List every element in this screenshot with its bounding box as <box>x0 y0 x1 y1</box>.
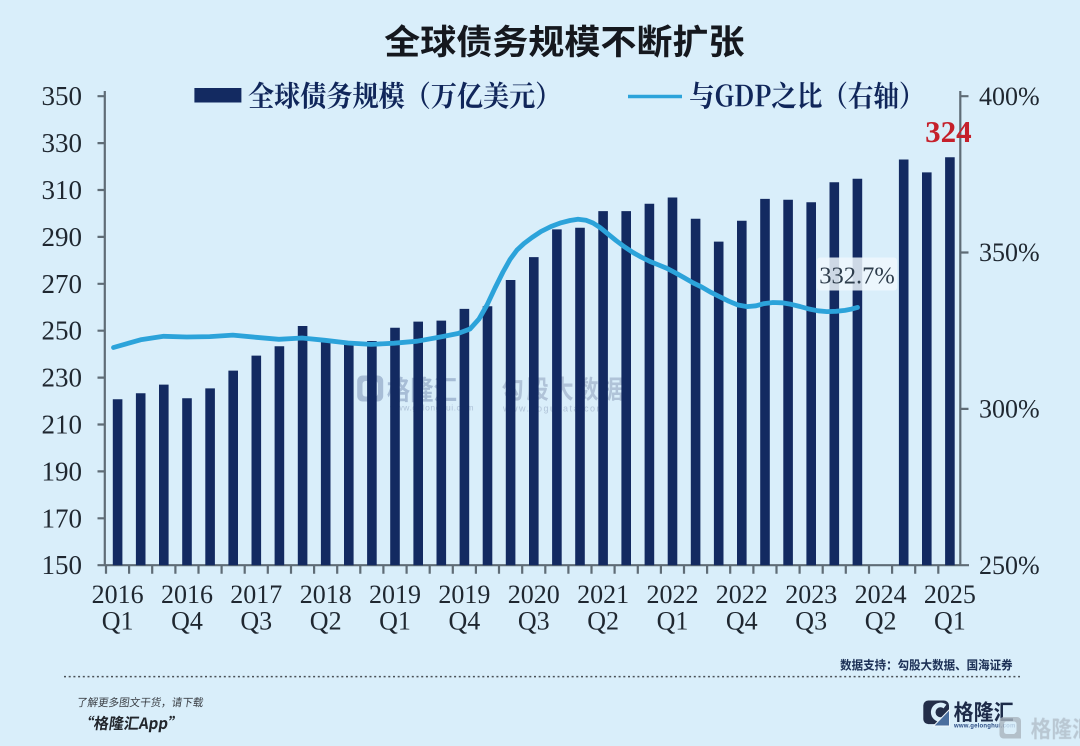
svg-text:Q2: Q2 <box>587 607 619 636</box>
svg-text:2016: 2016 <box>161 580 213 609</box>
svg-text:Q2: Q2 <box>865 607 897 636</box>
svg-text:Q3: Q3 <box>795 607 827 636</box>
svg-text:270: 270 <box>42 269 83 299</box>
svg-text:2020: 2020 <box>508 580 560 609</box>
svg-text:170: 170 <box>42 503 83 533</box>
svg-text:210: 210 <box>42 410 83 440</box>
svg-text:2018: 2018 <box>300 580 352 609</box>
svg-text:Q1: Q1 <box>934 607 966 636</box>
svg-text:Q1: Q1 <box>102 607 134 636</box>
svg-text:2022: 2022 <box>647 580 699 609</box>
svg-text:www.gelonghui.com: www.gelonghui.com <box>953 724 1016 730</box>
svg-text:332.7%: 332.7% <box>819 263 895 290</box>
svg-text:290: 290 <box>42 222 83 252</box>
svg-text:330: 330 <box>42 128 83 158</box>
svg-text:Q2: Q2 <box>310 607 342 636</box>
svg-text:300%: 300% <box>979 395 1040 424</box>
svg-text:324: 324 <box>925 114 972 149</box>
svg-text:350: 350 <box>42 81 83 111</box>
svg-text:Q3: Q3 <box>518 607 550 636</box>
svg-text:2016: 2016 <box>92 580 144 609</box>
svg-text:250: 250 <box>42 316 83 346</box>
svg-text:350%: 350% <box>979 238 1040 267</box>
svg-text:www.gelonghui.com: www.gelonghui.com <box>389 403 474 413</box>
svg-text:2024: 2024 <box>855 580 907 609</box>
svg-text:400%: 400% <box>979 82 1040 111</box>
svg-text:2021: 2021 <box>577 580 629 609</box>
svg-text:2019: 2019 <box>369 580 421 609</box>
svg-text:Q4: Q4 <box>726 607 758 636</box>
svg-text:310: 310 <box>42 175 83 205</box>
svg-text:Q4: Q4 <box>171 607 203 636</box>
svg-text:Q1: Q1 <box>379 607 411 636</box>
svg-text:250%: 250% <box>979 551 1040 580</box>
svg-text:2025: 2025 <box>924 580 976 609</box>
svg-text:2019: 2019 <box>438 580 490 609</box>
svg-text:150: 150 <box>42 550 83 580</box>
svg-text:Q4: Q4 <box>449 607 481 636</box>
svg-text:Q3: Q3 <box>240 607 272 636</box>
svg-text:2023: 2023 <box>785 580 837 609</box>
svg-text:190: 190 <box>42 456 83 486</box>
svg-text:2017: 2017 <box>230 580 282 609</box>
svg-text:Q1: Q1 <box>657 607 689 636</box>
svg-text:230: 230 <box>42 363 83 393</box>
svg-text:2022: 2022 <box>716 580 768 609</box>
